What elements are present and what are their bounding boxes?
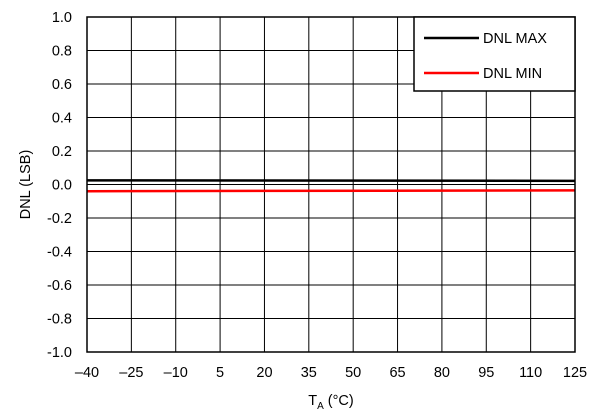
x-tick-label: 65: [389, 365, 405, 381]
x-tick-label: 95: [478, 365, 494, 381]
y-tick-label: 0.4: [52, 111, 72, 127]
x-tick-label: 35: [301, 365, 317, 381]
series-line-0: [86, 179, 576, 183]
x-tick-label: 50: [345, 365, 361, 381]
y-axis-label: DNL (LSB): [18, 150, 34, 220]
series-lines: [86, 179, 576, 193]
x-axis-label: TA (°C): [308, 393, 354, 412]
x-tick-label: 5: [216, 365, 224, 381]
x-tick-label: –10: [164, 365, 188, 381]
y-tick-label: 0.6: [52, 77, 72, 93]
x-axis-label-unit: (°C): [324, 393, 354, 409]
y-tick-label: -0.6: [47, 278, 72, 294]
x-axis-label-subscript: A: [317, 401, 324, 412]
y-tick-label: -0.8: [47, 312, 72, 328]
legend-box: [413, 16, 576, 92]
x-tick-label: 110: [519, 365, 542, 381]
y-tick-labels: 1.0 0.8 0.6 0.4 0.2 0.0 -0.2 -0.4 -0.6 -0.8 -1.0: [47, 10, 72, 361]
x-tick-label: 125: [563, 365, 587, 381]
y-tick-label: 0.8: [52, 44, 72, 60]
x-axis-label-main: T: [308, 393, 317, 409]
x-tick-labels: –40 –25 –10 5 20 35 50 65 80 95 110 125: [75, 365, 587, 381]
y-tick-label: 0.2: [52, 144, 72, 160]
x-tick-label: 80: [434, 365, 450, 381]
legend-label-0: DNL MAX: [483, 31, 547, 47]
x-tick-label: 20: [256, 365, 272, 381]
y-tick-label: -1.0: [47, 345, 72, 361]
legend-label-1: DNL MIN: [483, 66, 542, 82]
y-tick-label: 1.0: [52, 10, 72, 26]
plot-frame: [86, 16, 576, 353]
x-tick-label: –40: [75, 365, 99, 381]
y-tick-label: -0.4: [47, 245, 72, 261]
y-tick-label: -0.2: [47, 211, 72, 227]
x-tick-label: –25: [119, 365, 143, 381]
y-tick-label: 0.0: [52, 178, 72, 194]
legend: DNL MAX DNL MIN: [413, 16, 576, 92]
series-line-1: [86, 189, 576, 193]
